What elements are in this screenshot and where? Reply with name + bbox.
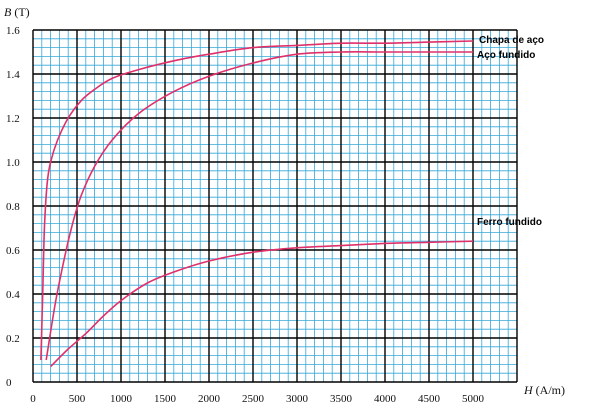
x-tick-label: 1000 [110,393,133,405]
y-tick-label: 0 [6,377,12,389]
y-tick-label: 0.8 [6,201,20,213]
x-tick-label: 1500 [154,393,177,405]
x-tick-label: 500 [69,393,86,405]
series-label-ferro-fundido: Ferro fundido [477,217,542,228]
series-line-chapa-de-aco [40,40,474,361]
curves [40,40,474,368]
x-tick-label: 2500 [242,393,265,405]
x-axis-title: H (A/m) [523,383,565,397]
series-label-chapa-de-aco: Chapa de aço [479,35,544,46]
y-tick-label: 1.2 [6,113,20,125]
x-tick-label: 4500 [418,393,441,405]
y-tick-labels: 0 0.2 0.4 0.6 0.8 1.0 1.2 1.4 1.6 [6,25,20,389]
y-tick-label: 0.2 [6,333,20,345]
major-grid [32,29,518,383]
x-tick-label: 2000 [198,393,221,405]
y-tick-label: 1.4 [6,69,20,81]
x-tick-label: 0 [30,393,36,405]
y-tick-label: 1.6 [6,25,20,37]
y-axis-title: B (T) [4,5,30,19]
x-tick-label: 5000 [462,393,485,405]
x-tick-label: 3500 [330,393,353,405]
series-line-aco-fundido [45,51,473,361]
series-labels: Chapa de aço Aço fundido Ferro fundido [477,35,544,228]
y-tick-label: 0.4 [6,289,20,301]
x-tick-label: 3000 [286,393,309,405]
x-tick-labels: 0 500 1000 1500 2000 2500 3000 3500 4000 4500 5000 [30,393,484,405]
series-label-aco-fundido: Aço fundido [477,50,535,61]
y-tick-label: 0.6 [6,245,20,257]
x-tick-label: 4000 [374,393,397,405]
series-line-ferro-fundido [50,240,474,368]
y-tick-label: 1.0 [6,157,20,169]
